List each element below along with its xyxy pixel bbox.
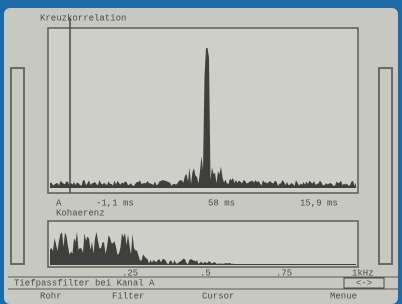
axis-label: 58 ms xyxy=(208,198,235,208)
menu-item[interactable]: Filter xyxy=(112,291,144,301)
status-text: Tiefpassfilter bei Kanal A xyxy=(14,278,155,288)
marker-label: A xyxy=(56,198,62,208)
top-plot-frame xyxy=(48,28,358,193)
axis-label: -1,1 ms xyxy=(96,198,134,208)
menu-item[interactable]: Rohr xyxy=(40,291,62,301)
screen: Kreuzkorrelation A -1,1 ms 58 ms 15,9 ms… xyxy=(0,0,402,304)
bottom-title: Kohaerenz xyxy=(56,208,105,218)
top-title: Kreuzkorrelation xyxy=(40,13,126,23)
axis-label: 15,9 ms xyxy=(300,198,338,208)
menu-item[interactable]: Cursor xyxy=(202,291,234,301)
menu-item[interactable]: Menue xyxy=(330,291,357,301)
indicator: <-> xyxy=(356,278,372,288)
display: Kreuzkorrelation A -1,1 ms 58 ms 15,9 ms… xyxy=(0,0,402,304)
